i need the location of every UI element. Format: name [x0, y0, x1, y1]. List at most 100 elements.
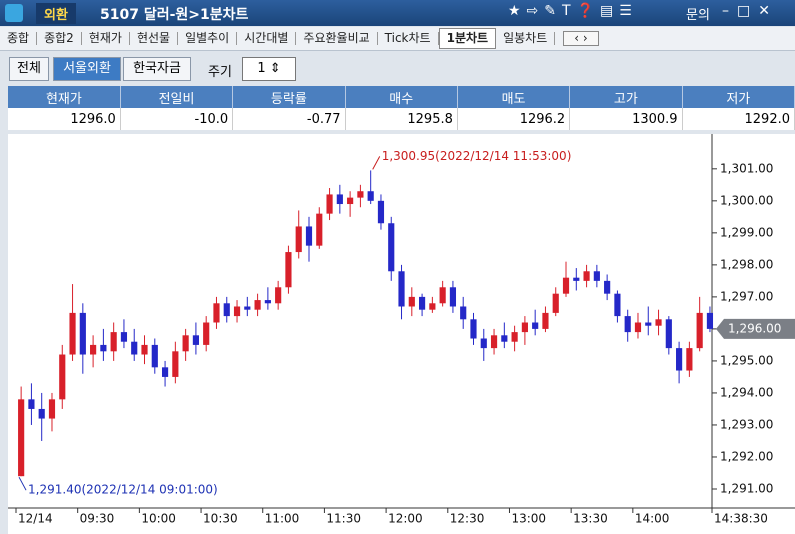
- candle-body: [316, 213, 323, 246]
- toolbar-icons[interactable]: ★⇨✎T❓▤☰: [508, 3, 638, 19]
- candle-body: [120, 332, 128, 342]
- candle-body: [161, 367, 169, 377]
- tab[interactable]: 주요환율비교: [296, 32, 378, 45]
- candle-body: [305, 226, 313, 246]
- tab[interactable]: 현재가: [82, 32, 130, 45]
- tab-bar: 종합 종합2 현재가 현선물 일별추이 시간대별 주요환율비교 Tick차트 1분차트 일봉차트 …: [0, 27, 795, 51]
- cell: -10.0: [120, 108, 234, 130]
- window-controls[interactable]: –□✕: [722, 3, 778, 19]
- x-tick-label: 10:30: [203, 512, 238, 526]
- candle-body: [490, 335, 498, 349]
- tab-scroll[interactable]: ‹ ›: [563, 31, 599, 46]
- candle-body: [408, 296, 415, 307]
- cell: 1295.8: [345, 108, 458, 130]
- tab[interactable]: 종합2: [37, 32, 82, 45]
- x-tick-label: 13:00: [511, 512, 546, 526]
- x-tick-label: 14:38:30: [714, 512, 768, 526]
- market-button[interactable]: 한국자금: [123, 57, 191, 81]
- header: 등락률: [232, 86, 346, 108]
- candle-body: [624, 316, 631, 333]
- candle-body: [655, 319, 662, 326]
- candle-body: [521, 322, 528, 333]
- period-value: 1: [257, 61, 266, 76]
- cell: -0.77: [232, 108, 346, 130]
- candle-body: [357, 191, 364, 198]
- candle-body: [69, 312, 76, 355]
- cell: 1292.0: [682, 108, 795, 130]
- candle-body: [90, 344, 97, 355]
- candle-body: [367, 191, 374, 201]
- candle-body: [233, 306, 241, 317]
- candle-body: [151, 344, 158, 368]
- y-tick-label: 1,293.00: [720, 417, 773, 431]
- tab[interactable]: 일별추이: [178, 32, 238, 45]
- y-tick-label: 1,295.00: [720, 353, 773, 367]
- x-tick-label: 11:00: [265, 512, 300, 526]
- candle-body: [676, 348, 683, 371]
- y-tick-label: 1,294.00: [720, 385, 773, 399]
- candle-body: [511, 332, 518, 342]
- candle-body: [645, 322, 652, 326]
- candle-body: [275, 287, 282, 304]
- x-tick-label: 12:00: [388, 512, 423, 526]
- x-tick-label: 09:30: [80, 512, 115, 526]
- annotation-arrow: [18, 476, 27, 491]
- candle-body: [388, 223, 395, 272]
- candle-body: [223, 303, 230, 317]
- candle-body: [131, 341, 138, 355]
- candle-body: [532, 322, 539, 329]
- y-tick-label: 1,301.00: [720, 161, 773, 175]
- title-bar: 외환 5107 달러-원>1분차트 ★⇨✎T❓▤☰ 문의 –□✕: [0, 0, 795, 26]
- app-icon: [5, 4, 23, 22]
- tab[interactable]: 종합: [0, 32, 38, 45]
- candle-body: [79, 312, 86, 355]
- window-title: 5107 달러-원>1분차트: [100, 7, 249, 23]
- tab[interactable]: 현선물: [130, 32, 179, 45]
- candle-body: [18, 399, 25, 477]
- candle-body: [172, 351, 179, 377]
- cell: 1296.2: [457, 108, 571, 130]
- x-tick-label: 12/14: [18, 512, 53, 526]
- x-tick-label: 10:00: [141, 512, 176, 526]
- candle-body: [203, 322, 210, 345]
- candle-body: [501, 335, 508, 342]
- candle-body: [336, 194, 343, 205]
- candle-body: [470, 319, 477, 339]
- last-price-marker: [716, 318, 795, 339]
- value-row: 1296.0 -10.0 -0.77 1295.8 1296.2 1300.9 1292.0: [8, 108, 795, 130]
- tab[interactable]: Tick차트: [378, 32, 439, 45]
- market-button-active[interactable]: 서울외환: [53, 57, 121, 81]
- candle-body: [552, 293, 559, 313]
- y-tick-label: 1,299.00: [720, 225, 773, 239]
- header-row: 현재가 전일비 등락률 매수 매도 고가 저가: [8, 86, 795, 108]
- header: 전일비: [120, 86, 234, 108]
- period-input[interactable]: 1 ⇕: [242, 57, 296, 81]
- candle-body: [449, 287, 457, 307]
- tab[interactable]: 일봉차트: [496, 32, 556, 45]
- annotation: 1,291.40(2022/12/14 09:01:00): [28, 483, 218, 497]
- candle-body: [583, 271, 590, 281]
- candle-body: [686, 348, 693, 371]
- market-button[interactable]: 전체: [9, 57, 49, 81]
- candle-body: [213, 303, 220, 323]
- tab-active[interactable]: 1분차트: [438, 28, 497, 49]
- candle-body: [696, 312, 703, 349]
- candle-body: [28, 399, 35, 409]
- last-price-label: 1,296.00: [728, 321, 781, 335]
- candle-body: [398, 271, 405, 307]
- candle-body: [38, 408, 45, 419]
- tab[interactable]: 시간대별: [237, 32, 297, 45]
- annotation: 1,300.95(2022/12/14 11:53:00): [382, 149, 572, 163]
- chart-background: [8, 134, 795, 534]
- candle-body: [141, 344, 148, 355]
- quote-table: 현재가 전일비 등락률 매수 매도 고가 저가 1296.0 -10.0 -0.77 1295.8…: [8, 86, 795, 130]
- candle-body: [706, 312, 714, 329]
- x-tick-label: 12:30: [450, 512, 485, 526]
- candle-body: [562, 277, 570, 294]
- candle-body: [604, 280, 611, 294]
- candle-body: [244, 306, 251, 310]
- menu[interactable]: 문의: [686, 8, 710, 23]
- candle-body: [614, 293, 621, 317]
